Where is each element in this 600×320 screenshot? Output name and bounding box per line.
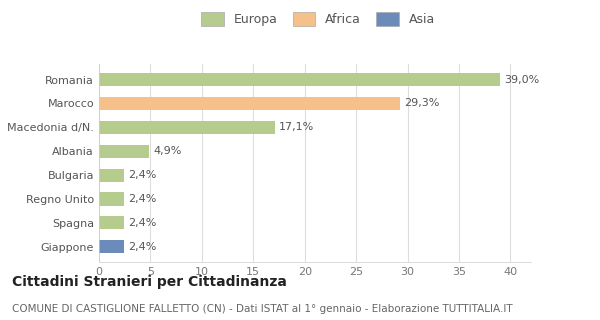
Text: 17,1%: 17,1% xyxy=(279,122,314,132)
Legend: Europa, Africa, Asia: Europa, Africa, Asia xyxy=(197,8,439,30)
Bar xyxy=(99,240,124,253)
Text: 29,3%: 29,3% xyxy=(404,99,440,108)
Text: COMUNE DI CASTIGLIONE FALLETTO (CN) - Dati ISTAT al 1° gennaio - Elaborazione TU: COMUNE DI CASTIGLIONE FALLETTO (CN) - Da… xyxy=(12,304,512,314)
Bar xyxy=(99,216,124,229)
Bar xyxy=(99,145,149,158)
Bar xyxy=(99,169,124,182)
Bar xyxy=(99,73,500,86)
Text: 2,4%: 2,4% xyxy=(128,170,156,180)
Text: 2,4%: 2,4% xyxy=(128,242,156,252)
Text: 39,0%: 39,0% xyxy=(504,75,539,84)
Text: 2,4%: 2,4% xyxy=(128,218,156,228)
Text: Cittadini Stranieri per Cittadinanza: Cittadini Stranieri per Cittadinanza xyxy=(12,275,287,289)
Bar xyxy=(99,121,275,134)
Text: 4,9%: 4,9% xyxy=(154,146,182,156)
Text: 2,4%: 2,4% xyxy=(128,194,156,204)
Bar xyxy=(99,97,400,110)
Bar xyxy=(99,192,124,206)
